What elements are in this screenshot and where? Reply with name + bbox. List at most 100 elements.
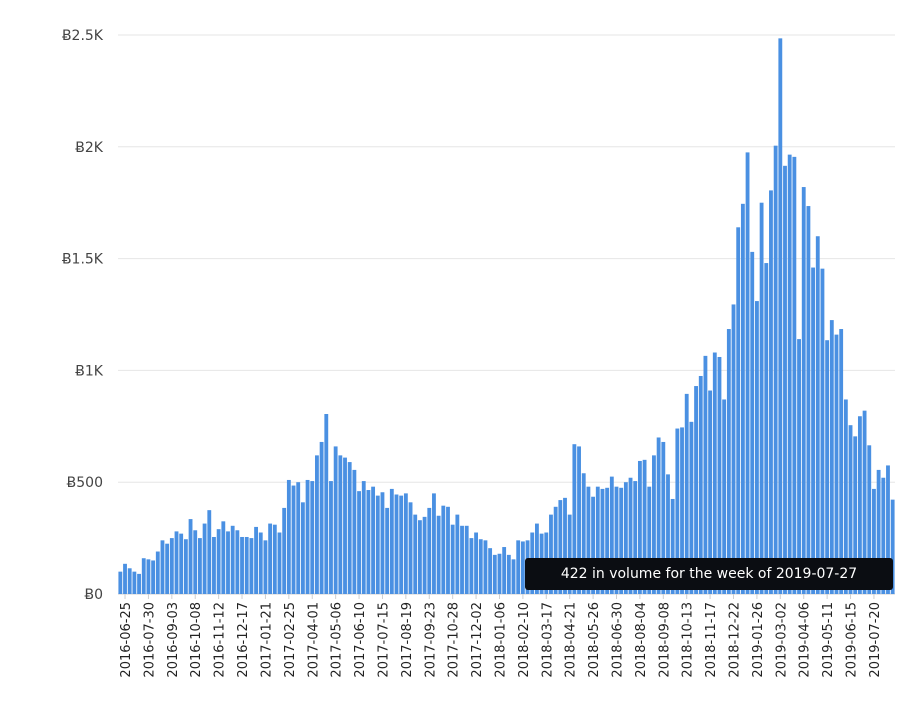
bar[interactable] — [778, 38, 783, 595]
bar[interactable] — [698, 375, 703, 594]
bar[interactable] — [432, 493, 436, 594]
bar[interactable] — [469, 538, 474, 594]
bar[interactable] — [815, 236, 820, 595]
bar[interactable] — [637, 460, 642, 594]
bar[interactable] — [408, 502, 413, 594]
bar[interactable] — [132, 571, 137, 594]
bar[interactable] — [656, 437, 661, 594]
bar[interactable] — [254, 526, 258, 594]
bar[interactable] — [151, 560, 156, 594]
bar[interactable] — [212, 536, 216, 594]
bar[interactable] — [670, 498, 675, 594]
bar[interactable] — [614, 486, 619, 594]
bar[interactable] — [666, 474, 670, 594]
bar[interactable] — [127, 568, 132, 594]
bar[interactable] — [450, 524, 455, 594]
bar[interactable] — [258, 532, 263, 594]
bar[interactable] — [843, 399, 848, 594]
bar[interactable] — [628, 477, 633, 594]
bar[interactable] — [202, 523, 207, 594]
bar[interactable] — [769, 190, 773, 594]
bar[interactable] — [174, 531, 179, 594]
bar[interactable] — [394, 494, 399, 595]
bar[interactable] — [708, 390, 713, 594]
bar[interactable] — [291, 485, 296, 594]
bar[interactable] — [722, 399, 727, 594]
bar[interactable] — [305, 479, 310, 594]
bar[interactable] — [188, 519, 193, 594]
bar[interactable] — [502, 547, 507, 594]
bar[interactable] — [853, 436, 858, 594]
bar[interactable] — [619, 487, 624, 594]
bar[interactable] — [183, 539, 188, 594]
bar[interactable] — [886, 465, 890, 594]
bar[interactable] — [221, 521, 226, 594]
bar[interactable] — [680, 427, 684, 594]
bar[interactable] — [787, 154, 792, 594]
bar[interactable] — [403, 493, 408, 594]
bar[interactable] — [755, 301, 759, 594]
bar[interactable] — [825, 340, 830, 594]
bar[interactable] — [876, 469, 881, 594]
bar[interactable] — [492, 554, 497, 594]
bar[interactable] — [446, 506, 450, 594]
bar[interactable] — [867, 445, 872, 594]
bar[interactable] — [483, 540, 488, 594]
bar[interactable] — [441, 505, 446, 594]
bar[interactable] — [759, 202, 764, 594]
bar[interactable] — [764, 263, 769, 594]
bar[interactable] — [712, 352, 717, 594]
bar[interactable] — [595, 486, 600, 594]
bar[interactable] — [881, 477, 886, 594]
bar[interactable] — [319, 441, 324, 594]
bar[interactable] — [652, 455, 656, 594]
bar[interactable] — [310, 481, 315, 594]
bar[interactable] — [371, 486, 376, 594]
bar[interactable] — [694, 386, 698, 594]
bar[interactable] — [179, 533, 184, 594]
bar[interactable] — [811, 267, 816, 594]
bar[interactable] — [347, 462, 352, 594]
bar[interactable] — [399, 495, 404, 594]
bar[interactable] — [123, 563, 127, 594]
bar[interactable] — [296, 482, 301, 594]
bar[interactable] — [591, 496, 596, 594]
bar[interactable] — [862, 410, 867, 594]
bar[interactable] — [226, 531, 230, 594]
bar[interactable] — [160, 540, 165, 594]
bar[interactable] — [642, 459, 647, 594]
bar[interactable] — [357, 491, 361, 594]
bar[interactable] — [277, 532, 282, 594]
bar[interactable] — [558, 500, 563, 594]
bar[interactable] — [511, 559, 516, 594]
bar[interactable] — [783, 165, 787, 594]
bar[interactable] — [263, 540, 268, 594]
bar[interactable] — [684, 393, 689, 594]
bar[interactable] — [417, 520, 422, 594]
bar[interactable] — [380, 492, 385, 594]
bar[interactable] — [282, 507, 287, 594]
bar[interactable] — [581, 473, 586, 594]
bar[interactable] — [661, 441, 666, 594]
bar[interactable] — [324, 414, 329, 594]
bar[interactable] — [675, 428, 680, 594]
bar[interactable] — [333, 446, 338, 594]
bar[interactable] — [343, 457, 347, 594]
bar[interactable] — [549, 514, 553, 594]
bar[interactable] — [413, 514, 418, 594]
bar[interactable] — [240, 536, 244, 594]
bar[interactable] — [740, 203, 745, 594]
bar[interactable] — [488, 548, 493, 594]
bar[interactable] — [563, 497, 567, 594]
bar[interactable] — [567, 514, 572, 594]
bar[interactable] — [118, 571, 123, 594]
bar[interactable] — [427, 507, 432, 594]
bar[interactable] — [478, 539, 483, 594]
bar[interactable] — [474, 532, 478, 594]
bar[interactable] — [165, 543, 170, 594]
bar[interactable] — [338, 455, 343, 594]
bar[interactable] — [315, 455, 319, 594]
bar[interactable] — [736, 227, 741, 595]
bar[interactable] — [731, 304, 736, 594]
bar[interactable] — [352, 469, 357, 594]
